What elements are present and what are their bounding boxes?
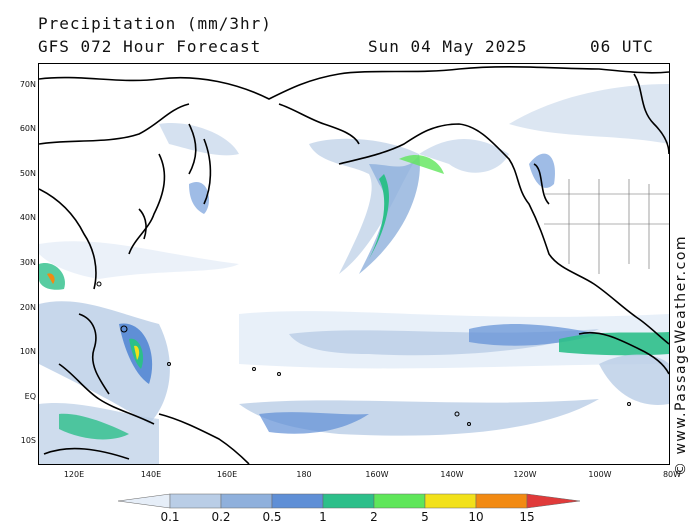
colorbar <box>118 493 581 509</box>
colorbar-swatch <box>169 493 222 509</box>
colorbar-swatch <box>424 493 477 509</box>
colorbar-tick: 1 <box>319 510 327 524</box>
lat-label: EQ <box>24 392 36 401</box>
lat-label: 20N <box>19 303 36 312</box>
precipitation-map <box>38 63 670 465</box>
lat-label: 40N <box>19 213 36 222</box>
lon-label: 120W <box>513 470 537 479</box>
site-credit: © www.PassageWeather.com <box>673 234 689 476</box>
lat-label: 10N <box>19 347 36 356</box>
lon-label: 100W <box>588 470 612 479</box>
forecast-time: 06 UTC <box>590 37 654 56</box>
colorbar-swatch <box>220 493 273 509</box>
islands <box>96 281 631 426</box>
colorbar-swatch <box>373 493 426 509</box>
lon-label: 160E <box>216 470 238 479</box>
lat-label: 50N <box>19 169 36 178</box>
chart-title: Precipitation (mm/3hr) <box>38 14 272 33</box>
colorbar-swatch <box>271 493 324 509</box>
colorbar-tick: 10 <box>468 510 484 524</box>
colorbar-tick: 0.1 <box>160 510 180 524</box>
lat-label: 60N <box>19 124 36 133</box>
lon-label: 160W <box>365 470 389 479</box>
lat-label: 70N <box>19 80 36 89</box>
colorbar-tick: 5 <box>421 510 429 524</box>
colorbar-tick: 0.5 <box>262 510 282 524</box>
forecast-date: Sun 04 May 2025 <box>368 37 528 56</box>
coastlines <box>38 65 670 465</box>
colorbar-swatch <box>322 493 375 509</box>
state-borders <box>544 179 669 274</box>
lat-label: 10S <box>20 436 36 445</box>
colorbar-tick: 0.2 <box>211 510 231 524</box>
colorbar-swatch <box>475 493 528 509</box>
colorbar-tick: 2 <box>370 510 378 524</box>
lon-label: 80W <box>662 470 682 479</box>
map-canvas <box>38 65 670 465</box>
colorbar-swatch <box>526 493 581 509</box>
lat-label: 30N <box>19 258 36 267</box>
lon-label: 120E <box>63 470 85 479</box>
lon-label: 180 <box>296 470 312 479</box>
lon-label: 140W <box>440 470 464 479</box>
colorbar-tick: 15 <box>519 510 535 524</box>
lon-label: 140E <box>140 470 162 479</box>
forecast-label: GFS 072 Hour Forecast <box>38 37 262 56</box>
colorbar-swatch <box>118 493 171 509</box>
